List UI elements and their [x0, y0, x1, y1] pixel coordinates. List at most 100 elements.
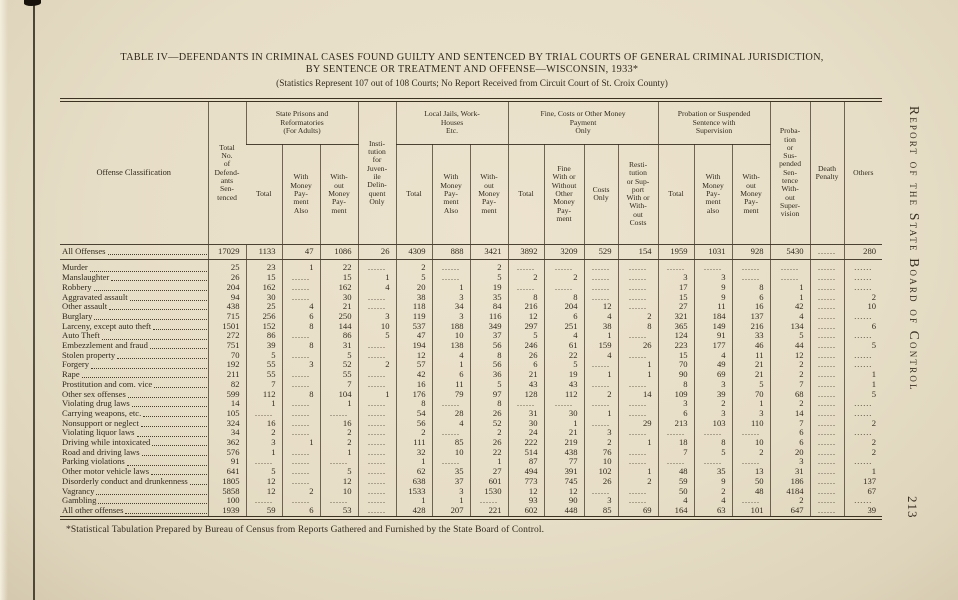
value-cell: ......: [281, 447, 320, 458]
page-content: TABLE IV—DEFENDANTS IN CRIMINAL CASES FO…: [60, 52, 884, 535]
value-cell: ......: [357, 379, 396, 390]
offense-label-cell: Violating drug laws: [60, 399, 208, 409]
value-cell: 211: [207, 369, 246, 380]
value-cell: 6: [843, 321, 883, 332]
value-cell: 5: [769, 331, 811, 342]
value-cell: 2: [395, 428, 432, 439]
value-cell: 26: [357, 244, 396, 261]
value-cell: 223: [657, 340, 695, 351]
value-cell: 112: [245, 389, 282, 400]
offense-label-cell: Vagrancy: [60, 486, 208, 497]
dotted-leader: [91, 367, 207, 369]
value-cell: 43: [507, 379, 545, 390]
value-cell: 17029: [207, 244, 246, 261]
value-cell: ......: [843, 282, 883, 293]
col-header-offense-classification: Offense Classification: [60, 100, 208, 245]
value-cell: 26: [469, 437, 509, 448]
value-cell: 7: [657, 447, 695, 458]
value-cell: ......: [843, 331, 883, 342]
value-cell: 1: [431, 282, 470, 293]
value-cell: ......: [583, 360, 619, 371]
page-number: 213: [905, 496, 920, 519]
value-cell: 1: [431, 360, 470, 371]
value-cell: 42: [395, 369, 432, 380]
value-cell: 2: [319, 428, 358, 439]
value-cell: 4: [769, 311, 811, 322]
value-cell: ......: [809, 428, 845, 439]
value-cell: 1: [617, 466, 659, 477]
value-cell: 76: [583, 447, 619, 458]
value-cell: 9: [693, 476, 733, 487]
value-cell: 48: [731, 486, 771, 497]
value-cell: 1: [583, 408, 619, 419]
value-cell: 5: [731, 379, 771, 390]
value-cell: ......: [281, 370, 320, 380]
value-cell: 44: [769, 340, 811, 351]
col-subheader-jails-without-money-payment: With- out Money Pay- ment: [469, 144, 509, 245]
binding-line: [33, 0, 35, 600]
value-cell: 8: [693, 437, 733, 448]
col-subheader-costs-only: Costs Only: [583, 144, 619, 245]
value-cell: ......: [357, 302, 396, 312]
value-cell: 1: [357, 389, 396, 400]
value-cell: ......: [843, 311, 883, 322]
value-cell: ......: [809, 244, 845, 261]
value-cell: ......: [319, 408, 358, 419]
value-cell: 1: [543, 418, 585, 429]
value-cell: ......: [583, 259, 619, 274]
value-cell: 1: [843, 379, 883, 390]
col-header-juvenile-institution: Insti- tution for Juven- ile Delin- quen…: [357, 100, 396, 245]
value-cell: 82: [207, 379, 246, 390]
dotted-leader: [111, 280, 207, 282]
value-cell: 1: [731, 399, 771, 409]
value-cell: 12: [543, 486, 585, 497]
value-cell: ......: [357, 399, 396, 409]
offense-label: Gambling: [62, 495, 97, 506]
value-cell: 5: [843, 389, 883, 400]
value-cell: 2: [843, 437, 883, 448]
value-cell: 6: [431, 369, 470, 380]
value-cell: 1: [769, 292, 811, 303]
col-subheader-fine-with-or-without-other: Fine With or Without Other Money Pay- me…: [543, 144, 585, 245]
offense-label-cell: Other sex offenses: [60, 389, 208, 400]
value-cell: ......: [281, 418, 320, 429]
value-cell: 321: [657, 311, 695, 322]
value-cell: 35: [431, 466, 470, 477]
value-cell: 3: [693, 272, 733, 283]
value-cell: 17: [657, 282, 695, 293]
value-cell: ......: [469, 496, 509, 506]
offense-label: Murder: [62, 262, 88, 273]
value-cell: 3: [693, 379, 733, 390]
value-cell: 56: [469, 340, 509, 351]
value-cell: 20: [769, 447, 811, 458]
value-cell: 529: [583, 244, 619, 261]
value-cell: 438: [543, 447, 585, 458]
value-cell: 18: [657, 437, 695, 448]
value-cell: 26: [583, 476, 619, 487]
value-cell: 9: [693, 282, 733, 293]
value-cell: 100: [207, 496, 246, 506]
value-cell: 324: [207, 418, 246, 429]
value-cell: ......: [809, 467, 845, 477]
value-cell: 35: [693, 466, 733, 477]
value-cell: 1: [395, 457, 432, 468]
value-cell: ......: [809, 311, 845, 322]
table-row: Road and driving laws 576 1...... 1...... 32…: [60, 447, 883, 458]
dotted-leader: [152, 445, 207, 447]
value-cell: ......: [809, 292, 845, 303]
value-cell: 6: [769, 437, 811, 448]
value-cell: 6: [731, 292, 771, 303]
value-cell: 1530: [469, 486, 509, 497]
dotted-leader: [125, 513, 207, 515]
value-cell: ......: [543, 282, 585, 293]
value-cell: 14: [769, 408, 811, 419]
value-cell: 3: [583, 496, 619, 506]
offense-label: Parking violations: [62, 456, 125, 467]
col-header-probation-without-supervision: Proba- tion or Sus- pended Sen- tence Wi…: [769, 100, 811, 245]
value-cell: ......: [281, 273, 320, 283]
table-row: Prostitution and com. vice 82 7...... 7....…: [60, 379, 883, 390]
value-cell: ......: [281, 379, 320, 390]
value-cell: ......: [731, 259, 771, 274]
scan-left-edge: [0, 0, 8, 600]
value-cell: 438: [207, 301, 246, 312]
